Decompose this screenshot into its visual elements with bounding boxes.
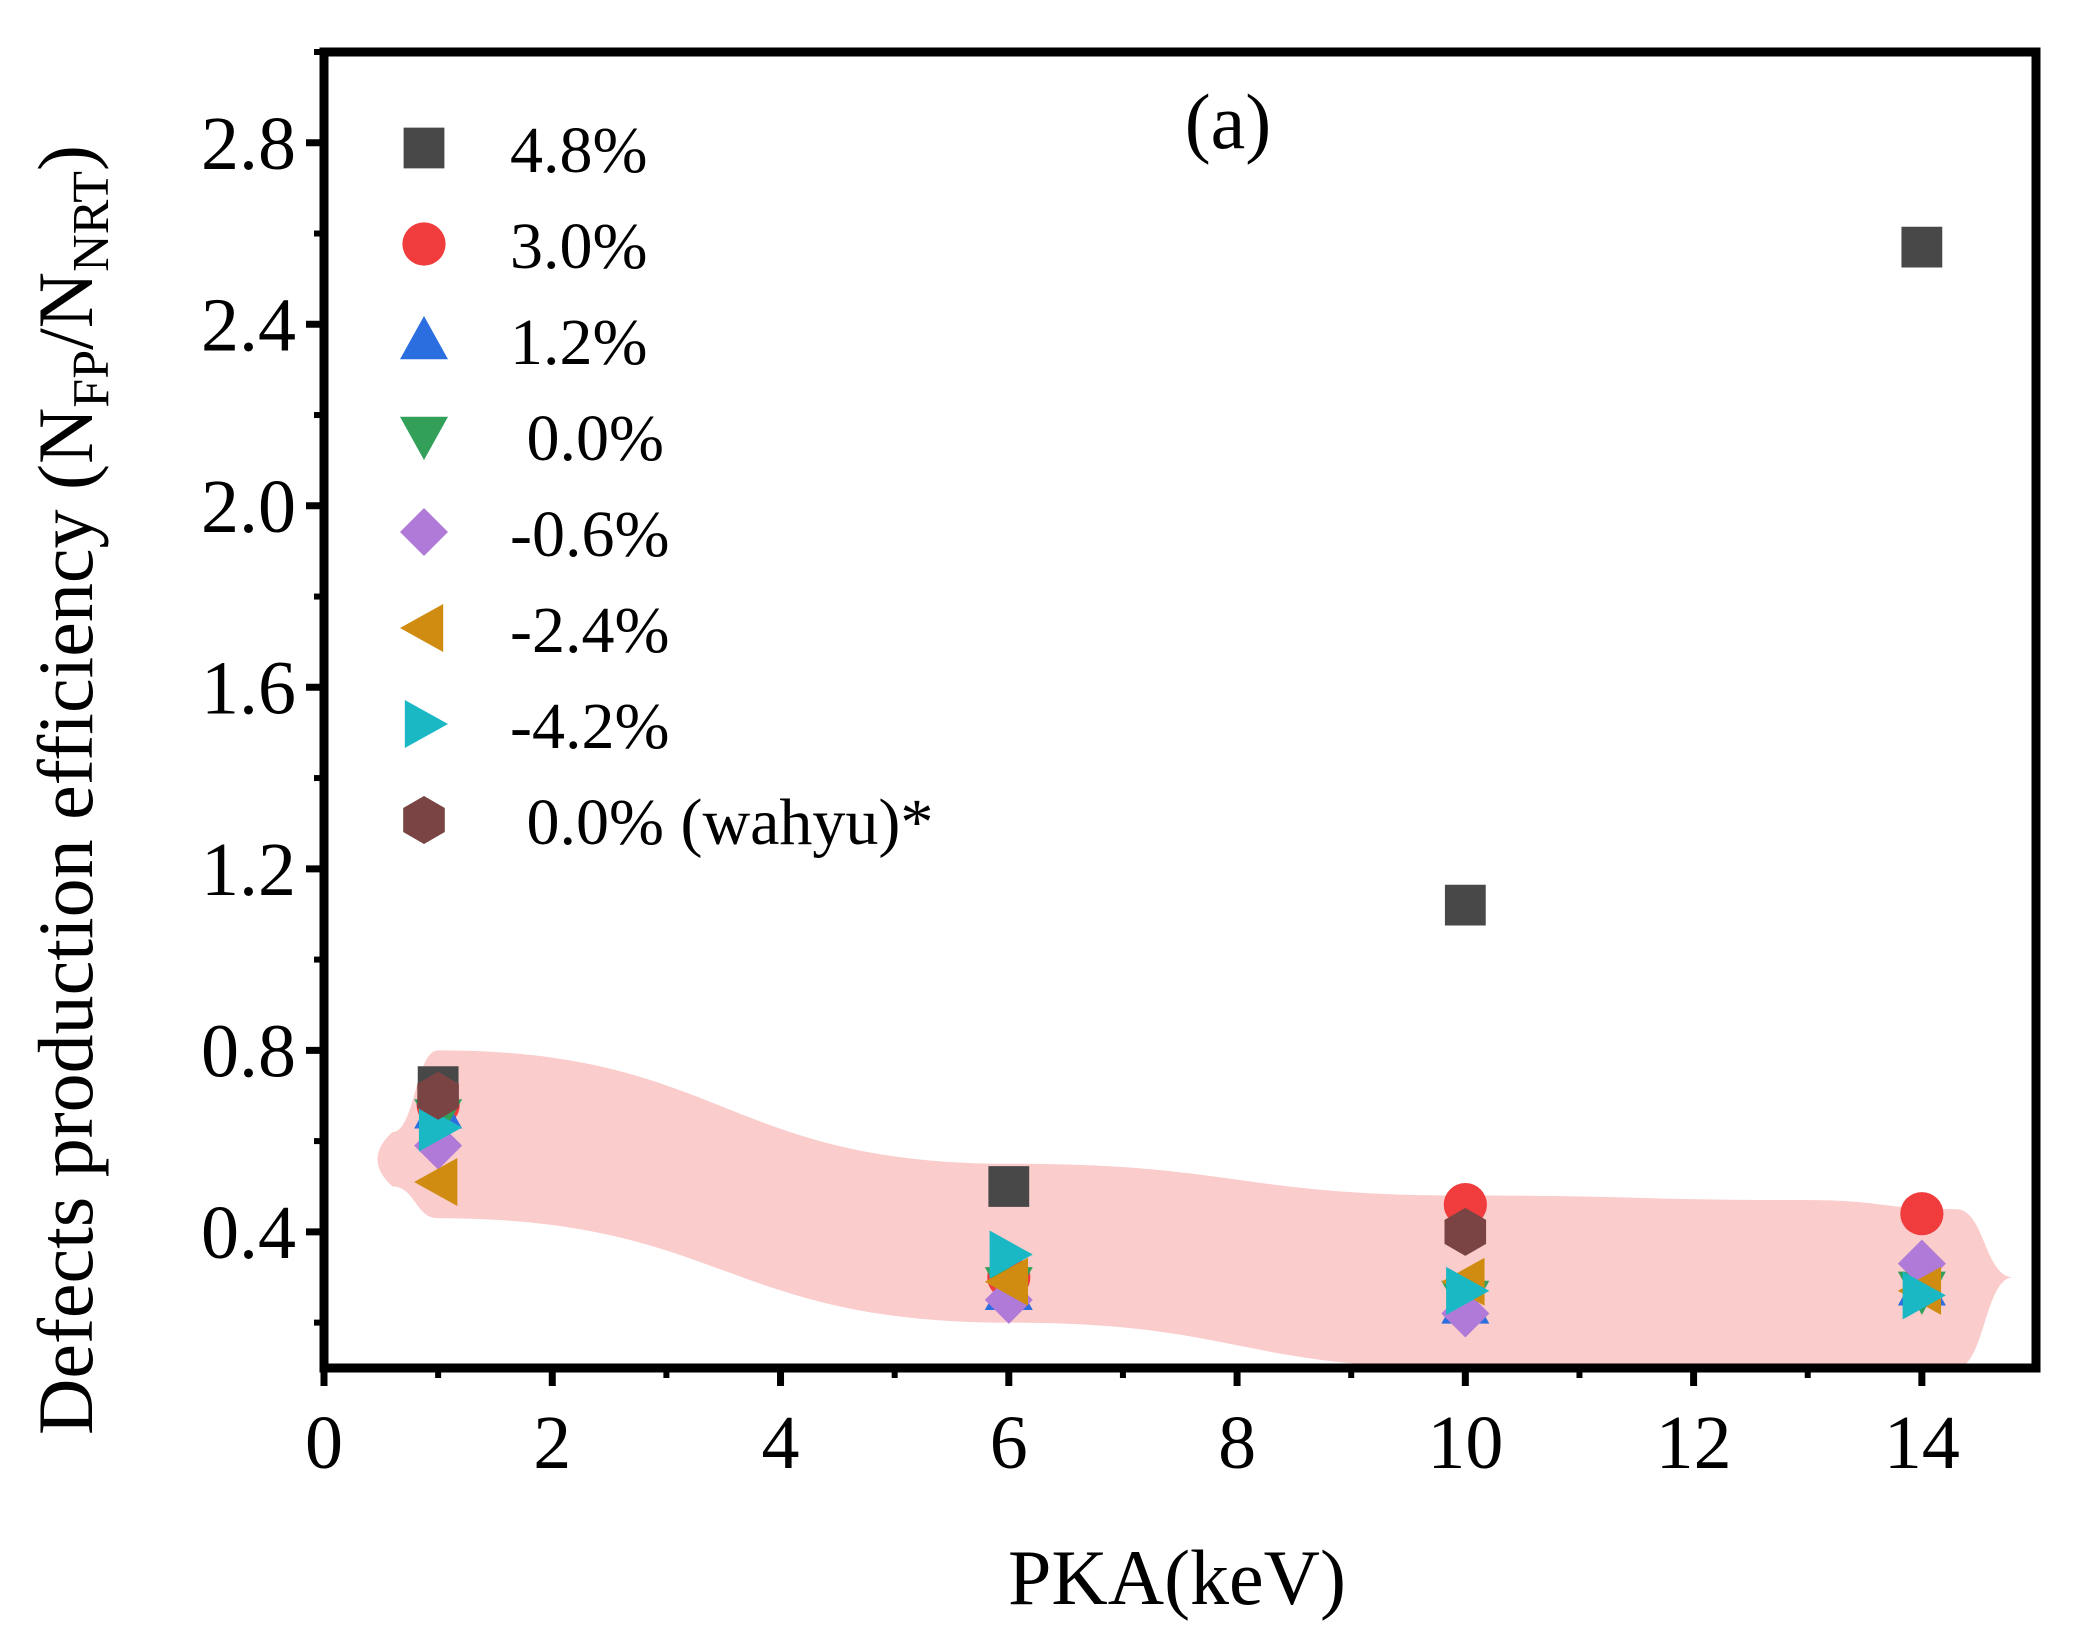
y-tick-label: 2.4: [201, 283, 296, 367]
legend-marker: [400, 416, 448, 460]
y-tick-label: 0.4: [201, 1191, 296, 1275]
data-point: [989, 1230, 1033, 1279]
legend-item: 4.8%: [403, 114, 647, 187]
x-tick-label: 0: [305, 1401, 343, 1485]
data-point: [1444, 884, 1486, 926]
data-point: [984, 1257, 1028, 1306]
legend-label: 1.2%: [510, 306, 647, 379]
y-axis-title-suffix: ): [22, 145, 109, 171]
data-point: [1444, 1207, 1487, 1256]
legend-item: -4.2%: [404, 690, 669, 763]
y-axis-title-slash: /N: [22, 272, 109, 350]
legend-marker: [400, 316, 448, 360]
x-tick-label: 12: [1656, 1401, 1732, 1485]
legend-item: -2.4%: [400, 594, 669, 667]
legend-label: -4.2%: [510, 690, 669, 763]
legend-label: 4.8%: [510, 114, 647, 187]
data-point: [1902, 1271, 1946, 1320]
data-point: [1446, 1266, 1490, 1315]
plot-frame-layer: [319, 47, 2041, 1373]
data-point: [418, 1103, 463, 1152]
legend-item: 1.2%: [400, 306, 647, 379]
legend-marker: [400, 508, 448, 556]
panel-label: (a): [1185, 78, 1272, 165]
series-8: [417, 1071, 1487, 1256]
legend-marker: [403, 127, 445, 169]
legend-label: 3.0%: [510, 210, 647, 283]
data-point: [1900, 1192, 1944, 1236]
axis-ticks: 0 2 4 6 8 10 12 14 0.4 0.8 1.2 1.6 2.0 2.4 2.8: [201, 49, 1960, 1485]
data-point: [1901, 226, 1943, 268]
legend: 4.8% 3.0% 1.2% 0.0% -0.6% -2.4% -4.2% 0.0% (w…: [400, 114, 933, 859]
y-tick-label: 2.0: [201, 465, 296, 549]
y-tick-label: 1.6: [201, 646, 296, 730]
x-tick-label: 6: [990, 1401, 1028, 1485]
y-axis-title-sub-fp: FP: [63, 350, 120, 408]
data-point: [417, 1071, 459, 1120]
legend-marker: [403, 796, 445, 844]
legend-label: -2.4%: [510, 594, 669, 667]
x-tick-label: 14: [1884, 1401, 1960, 1485]
x-tick-label: 8: [1218, 1401, 1256, 1485]
legend-label: 0.0%: [510, 402, 664, 475]
legend-label: -0.6%: [510, 498, 669, 571]
legend-item: -0.6%: [400, 498, 669, 571]
highlight-band: [377, 1050, 2024, 1368]
y-axis-title-prefix: Defects production efficiency (N: [22, 408, 109, 1435]
legend-item: 0.0% (wahyu)*: [403, 786, 933, 859]
x-tick-label: 10: [1427, 1401, 1503, 1485]
x-axis-title: PKA(keV): [1008, 1534, 1346, 1621]
y-axis-title: Defects production efficiency (NFP/NNRT): [22, 145, 120, 1435]
legend-item: 0.0%: [400, 402, 664, 475]
y-tick-label: 0.8: [201, 1009, 296, 1093]
legend-label: 0.0% (wahyu)*: [510, 786, 933, 859]
x-tick-label: 4: [762, 1401, 800, 1485]
data-points: [414, 226, 1946, 1338]
data-point: [414, 1157, 458, 1206]
legend-marker: [402, 222, 446, 266]
highlight-band-layer: [377, 1050, 2024, 1368]
series-7: [418, 1103, 1946, 1320]
legend-item: 3.0%: [402, 210, 647, 283]
legend-marker: [400, 604, 444, 652]
y-tick-label: 2.8: [201, 102, 296, 186]
data-point: [988, 1166, 1030, 1207]
plot-frame: [319, 47, 2041, 1373]
x-tick-label: 2: [533, 1401, 571, 1485]
y-tick-label: 1.2: [201, 828, 296, 912]
legend-marker: [404, 700, 448, 748]
y-axis-title-sub-nrt: NRT: [63, 171, 120, 272]
